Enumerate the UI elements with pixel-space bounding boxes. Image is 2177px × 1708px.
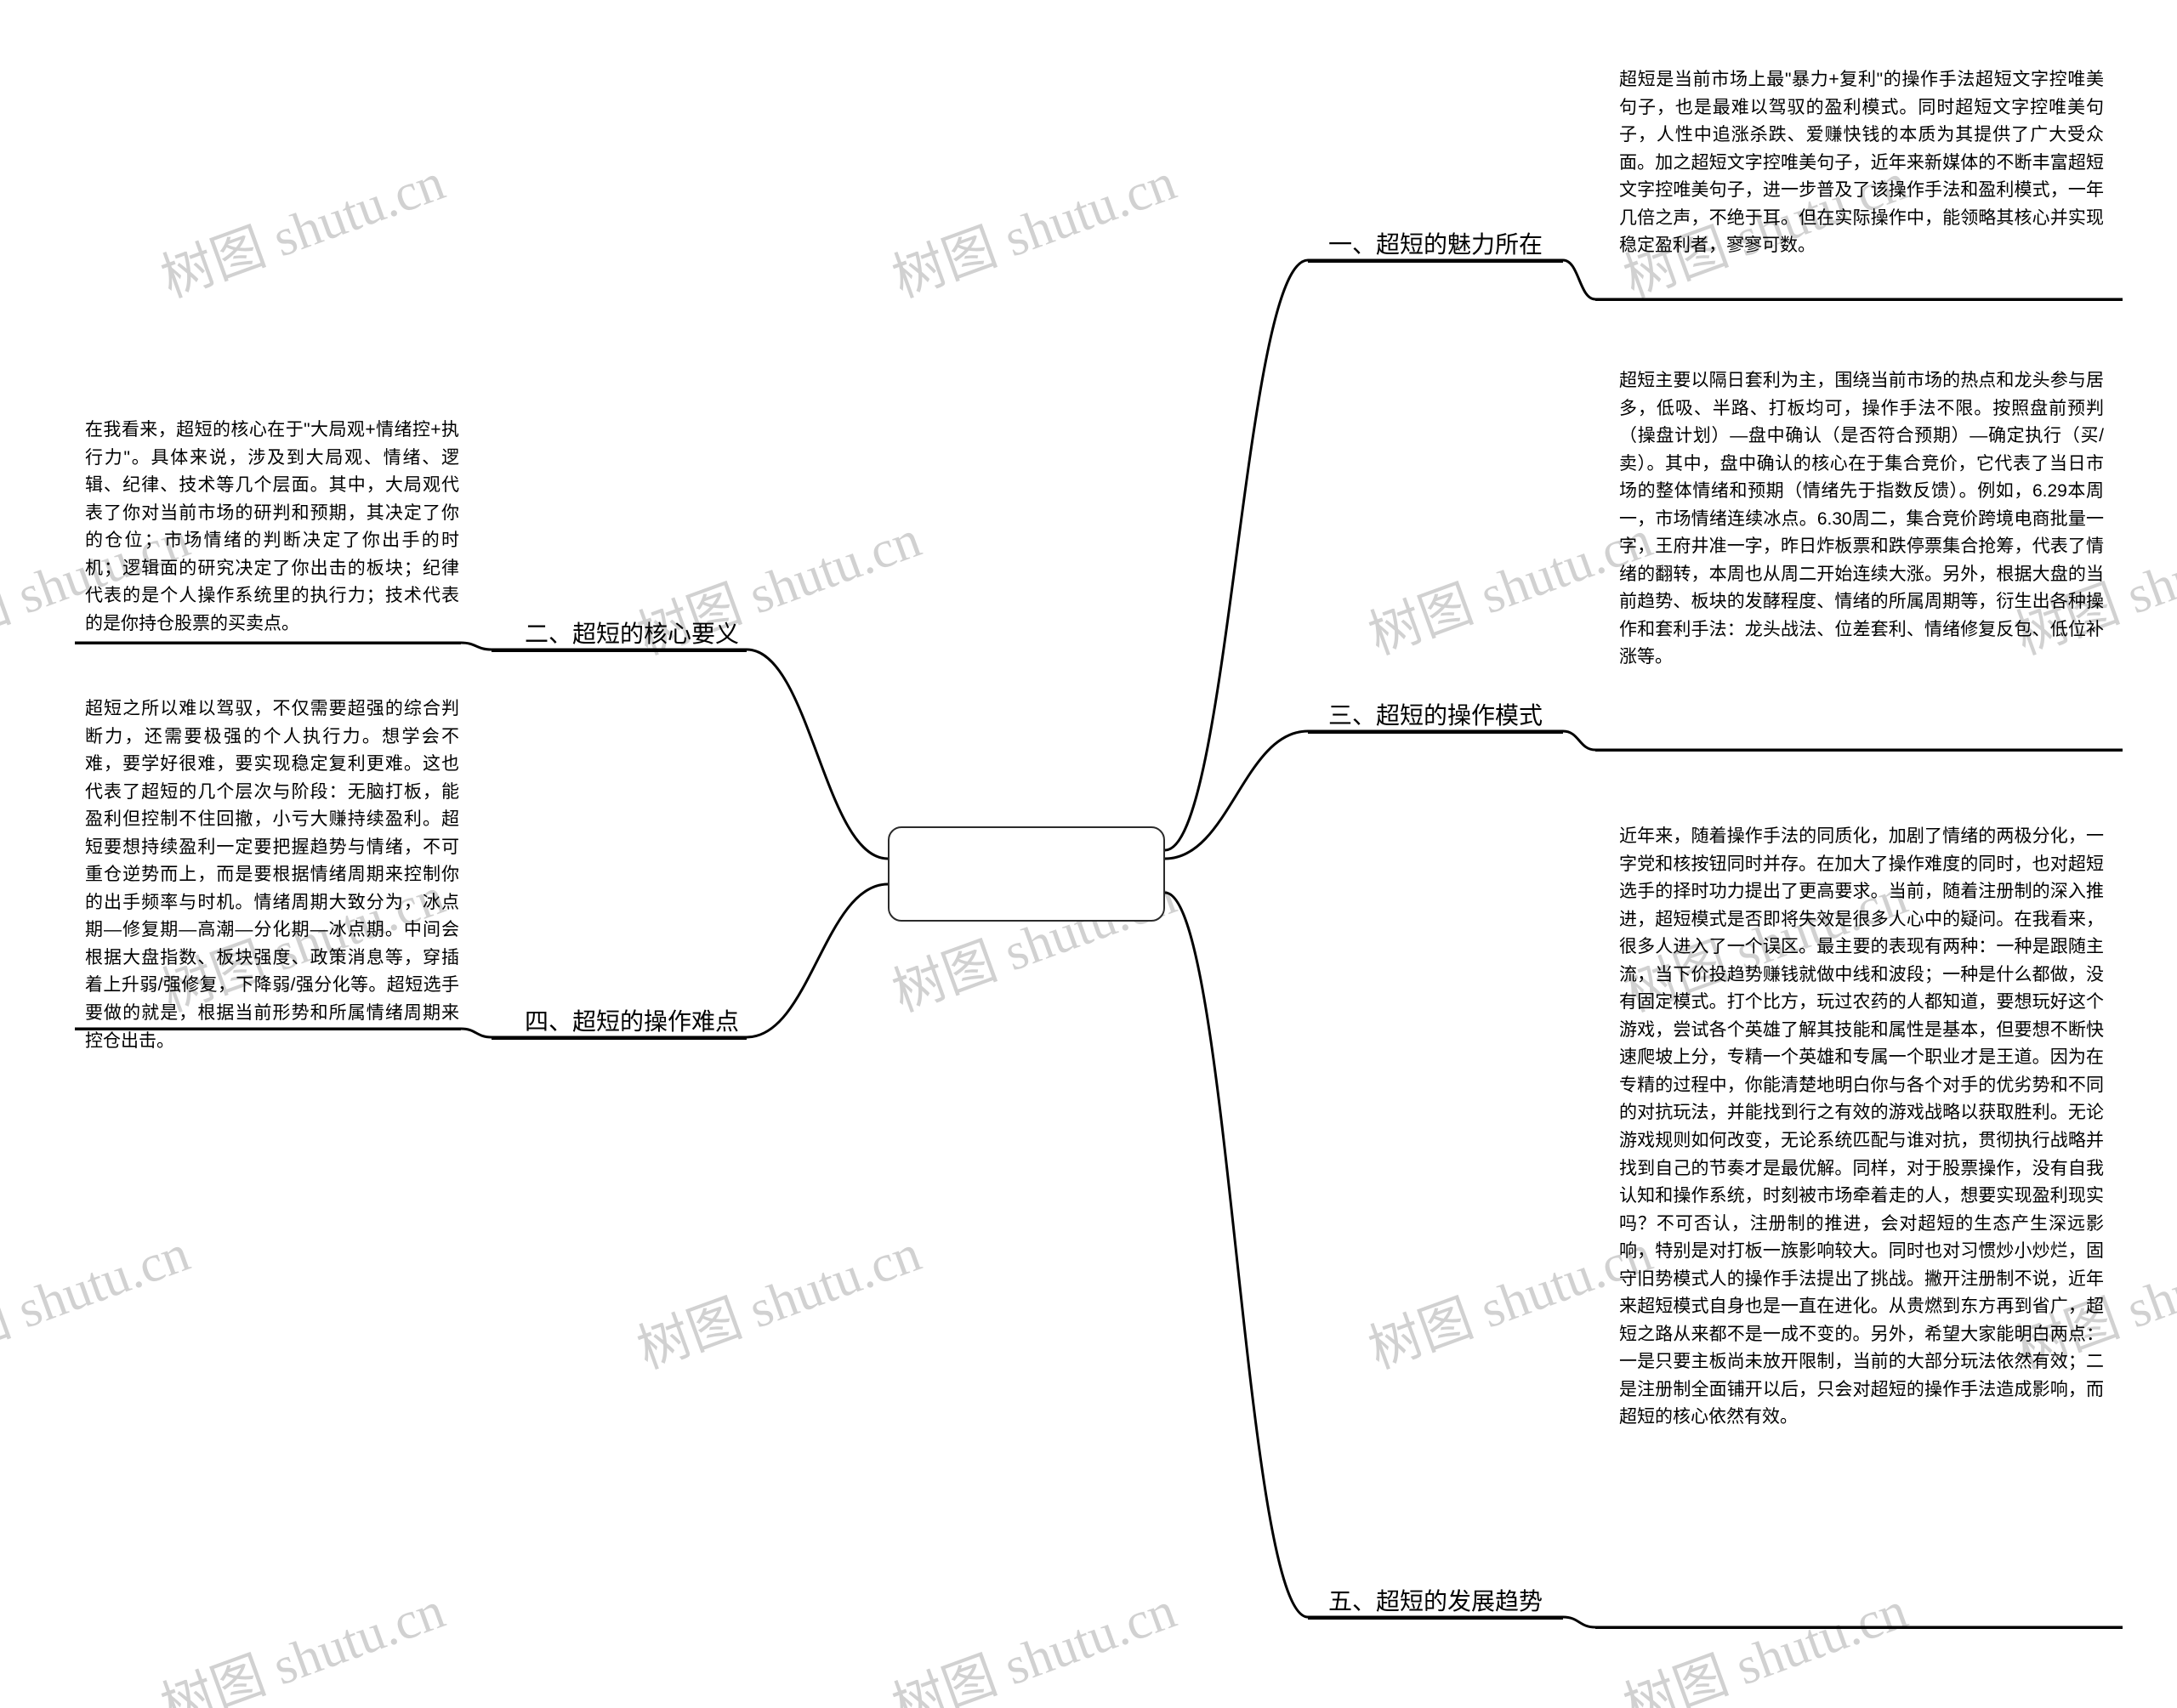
- watermark: 树图 shutu.cn: [1356, 496, 1661, 669]
- branch-title-b3: 三、超短的操作模式: [1328, 697, 1543, 731]
- branch-title-b2: 二、超短的核心要义: [525, 616, 739, 650]
- branch-detail-b1: 超短是当前市场上最"暴力+复利"的操作手法超短文字控唯美句子，也是最难以驾驭的盈…: [1619, 66, 2104, 260]
- watermark: 树图 shutu.cn: [1356, 1210, 1661, 1383]
- branch-detail-b4: 超短之所以难以驾驭，不仅需要超强的综合判断力，还需要极强的个人执行力。想学会不难…: [85, 695, 459, 1055]
- branch-underline-b5: [1308, 1617, 1563, 1620]
- watermark: 树图 shutu.cn: [880, 139, 1185, 312]
- branch-title-b4: 四、超短的操作难点: [525, 1003, 739, 1037]
- branch-underline-b1: [1308, 260, 1563, 263]
- watermark: 树图 shutu.cn: [880, 1567, 1185, 1708]
- detail-underline-b5: [1595, 1627, 2123, 1629]
- branch-detail-b2: 在我看来，超短的核心在于"大局观+情绪控+执行力"。具体来说，涉及到大局观、情绪…: [85, 417, 459, 638]
- watermark: 树图 shutu.cn: [149, 139, 453, 312]
- branch-detail-b3: 超短主要以隔日套利为主，围绕当前市场的热点和龙头参与居多，低吸、半路、打板均可，…: [1619, 367, 2104, 672]
- branch-title-b5: 五、超短的发展趋势: [1328, 1583, 1543, 1617]
- branch-underline-b3: [1308, 731, 1563, 734]
- detail-underline-b2: [75, 643, 461, 644]
- watermark: 树图 shutu.cn: [625, 1210, 929, 1383]
- detail-underline-b1: [1595, 299, 2123, 301]
- detail-underline-b3: [1595, 750, 2123, 752]
- center-node: [888, 826, 1165, 922]
- watermark: 树图 shutu.cn: [0, 1210, 198, 1383]
- branch-detail-b5: 近年来，随着操作手法的同质化，加剧了情绪的两极分化，一字党和核按钮同时并存。在加…: [1619, 823, 2104, 1432]
- watermark: 树图 shutu.cn: [149, 1567, 453, 1708]
- branch-underline-b2: [492, 650, 747, 652]
- branch-title-b1: 一、超短的魅力所在: [1328, 226, 1543, 260]
- mindmap-canvas: 树图 shutu.cn 树图 shutu.cn 树图 shutu.cn 树图 shut…: [0, 0, 2177, 1708]
- detail-underline-b4: [75, 1029, 461, 1030]
- watermark: 树图 shutu.cn: [1611, 1567, 1916, 1708]
- branch-underline-b4: [492, 1037, 747, 1040]
